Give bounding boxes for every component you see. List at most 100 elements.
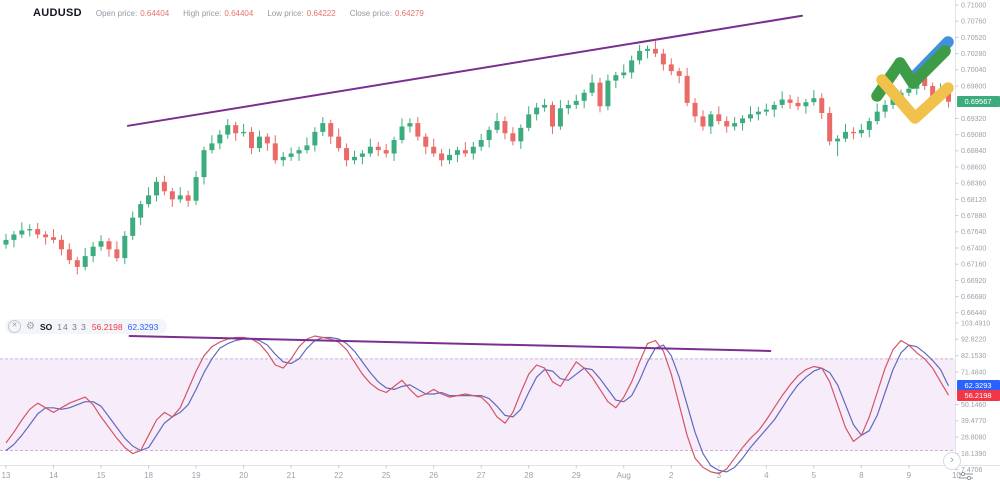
stoch-k-badge: 56.2198 bbox=[956, 389, 1000, 401]
candle-down bbox=[336, 136, 342, 149]
price-axis-label: 0.66920 bbox=[961, 278, 986, 285]
candle-up bbox=[882, 104, 888, 112]
price-axis-label: 0.70760 bbox=[961, 19, 986, 26]
price-axis-label: 0.69800 bbox=[961, 83, 986, 90]
candle-up bbox=[534, 107, 540, 115]
price-axis-label: 0.67880 bbox=[961, 213, 986, 220]
price-axis-label: 0.67400 bbox=[961, 245, 986, 252]
time-axis-label: 8 bbox=[859, 471, 864, 480]
close-icon[interactable]: ✕ bbox=[8, 320, 21, 333]
price-axis-label: 0.68360 bbox=[961, 181, 986, 188]
candle-up bbox=[320, 123, 326, 132]
price-axis-label: 0.69320 bbox=[961, 116, 986, 123]
candle-down bbox=[344, 148, 350, 161]
stoch-axis-label: 103.4910 bbox=[961, 320, 990, 327]
candle-down bbox=[700, 116, 706, 127]
candle-down bbox=[114, 249, 120, 259]
candle-up bbox=[217, 134, 223, 144]
candle-up bbox=[11, 234, 17, 240]
price-axis-label: 0.68840 bbox=[961, 148, 986, 155]
price-axis-label: 0.66440 bbox=[961, 310, 986, 317]
candle-down bbox=[415, 123, 421, 137]
candle-up bbox=[98, 241, 104, 247]
candle-up bbox=[296, 150, 302, 154]
candle-down bbox=[35, 229, 41, 235]
candle-down bbox=[819, 98, 825, 113]
candle-up bbox=[890, 98, 896, 105]
candle-down bbox=[58, 239, 64, 250]
candle-down bbox=[945, 91, 951, 102]
candle-up bbox=[153, 181, 159, 196]
candle-up bbox=[763, 109, 769, 112]
candle-up bbox=[486, 129, 492, 140]
candle-down bbox=[676, 71, 682, 76]
stoch-axis-label: 50.1460 bbox=[961, 402, 986, 409]
candle-up bbox=[605, 80, 611, 107]
close-price: Close price: 0.64279 bbox=[349, 9, 424, 18]
candle-down bbox=[795, 102, 801, 107]
candle-up bbox=[542, 104, 548, 108]
time-axis-settings-icon[interactable] bbox=[958, 471, 974, 481]
candle-up bbox=[27, 229, 33, 231]
candle-up bbox=[906, 88, 912, 93]
time-axis-label: 15 bbox=[97, 471, 106, 480]
candle-down bbox=[660, 53, 666, 65]
time-axis-label: 21 bbox=[287, 471, 296, 480]
candle-up bbox=[494, 121, 500, 130]
candle-up bbox=[209, 143, 215, 151]
candle-up bbox=[241, 131, 247, 134]
time-axis-label: 20 bbox=[239, 471, 248, 480]
candle-down bbox=[431, 146, 437, 154]
candle-down bbox=[51, 237, 57, 240]
candle-down bbox=[249, 131, 255, 149]
logo-yellow-stroke bbox=[876, 74, 954, 124]
candle-up bbox=[779, 99, 785, 105]
price-axis-label: 0.70040 bbox=[961, 67, 986, 74]
time-axis-label: 4 bbox=[764, 471, 769, 480]
candle-down bbox=[264, 136, 270, 144]
candle-down bbox=[922, 77, 928, 86]
stoch-indicator-header: ✕ ⚙ SO 14 3 3 56.2198 62.3293 bbox=[5, 319, 168, 334]
price-axis-label: 0.70280 bbox=[961, 51, 986, 58]
time-axis-label: 26 bbox=[429, 471, 438, 480]
candle-up bbox=[359, 153, 365, 157]
stoch-k-value: 56.2198 bbox=[91, 321, 123, 332]
symbol-name: AUDUSD bbox=[33, 7, 82, 19]
stoch-params: 14 3 3 bbox=[57, 321, 87, 332]
stoch-d-badge: 62.3293 bbox=[956, 380, 1000, 392]
stoch-axis-label: 39.4770 bbox=[961, 418, 986, 425]
stoch-name: SO bbox=[39, 321, 53, 332]
candle-down bbox=[423, 136, 429, 147]
stoch-trendline[interactable] bbox=[128, 334, 772, 352]
candle-up bbox=[177, 195, 183, 200]
candle-down bbox=[787, 99, 793, 103]
price-axis-label: 0.66680 bbox=[961, 294, 986, 301]
candle-down bbox=[930, 85, 936, 97]
candle-up bbox=[130, 217, 136, 236]
candle-down bbox=[549, 104, 555, 127]
candle-up bbox=[526, 114, 532, 128]
price-axis-label: 0.67640 bbox=[961, 229, 986, 236]
gear-icon[interactable]: ⚙ bbox=[26, 321, 35, 332]
candle-down bbox=[233, 125, 239, 134]
time-axis-label: 10 bbox=[952, 471, 961, 480]
candle-down bbox=[668, 64, 674, 72]
candle-up bbox=[122, 235, 128, 259]
high-price: High price: 0.64404 bbox=[183, 9, 254, 18]
candle-up bbox=[843, 131, 849, 139]
time-axis-label: 5 bbox=[812, 471, 817, 480]
candle-up bbox=[367, 146, 373, 154]
price-trendline[interactable] bbox=[126, 14, 803, 127]
candle-down bbox=[106, 241, 112, 250]
candle-up bbox=[225, 125, 231, 135]
scroll-to-latest-button[interactable]: › bbox=[943, 452, 961, 470]
candle-up bbox=[589, 82, 595, 93]
candle-up bbox=[747, 114, 753, 119]
candle-down bbox=[272, 143, 278, 161]
time-axis-label: 3 bbox=[717, 471, 722, 480]
candle-down bbox=[439, 153, 445, 161]
price-axis-label: 0.71000 bbox=[961, 2, 986, 9]
candle-up bbox=[565, 104, 571, 109]
candle-down bbox=[375, 146, 381, 151]
